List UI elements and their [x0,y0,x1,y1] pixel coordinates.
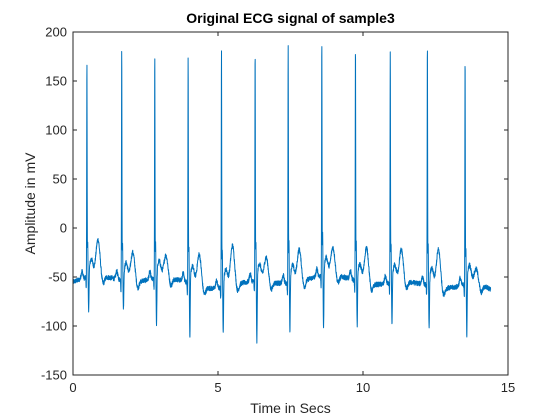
y-tick-label: 100 [45,123,67,138]
x-axis-label: Time in Secs [250,400,330,416]
y-tick-label: 0 [60,221,67,236]
x-tick-label: 5 [214,380,221,395]
y-axis-label: Amplitude in mV [22,152,38,255]
x-tick-label: 10 [356,380,370,395]
y-tick-label: -50 [48,270,67,285]
x-tick-label: 0 [69,380,76,395]
y-tick-label: 200 [45,25,67,40]
y-tick-label: -100 [41,319,67,334]
x-tick-label: 15 [501,380,515,395]
chart-title: Original ECG signal of sample3 [186,10,395,26]
y-tick-label: 150 [45,74,67,89]
y-tick-label: -150 [41,368,67,383]
y-tick-label: 50 [53,172,67,187]
